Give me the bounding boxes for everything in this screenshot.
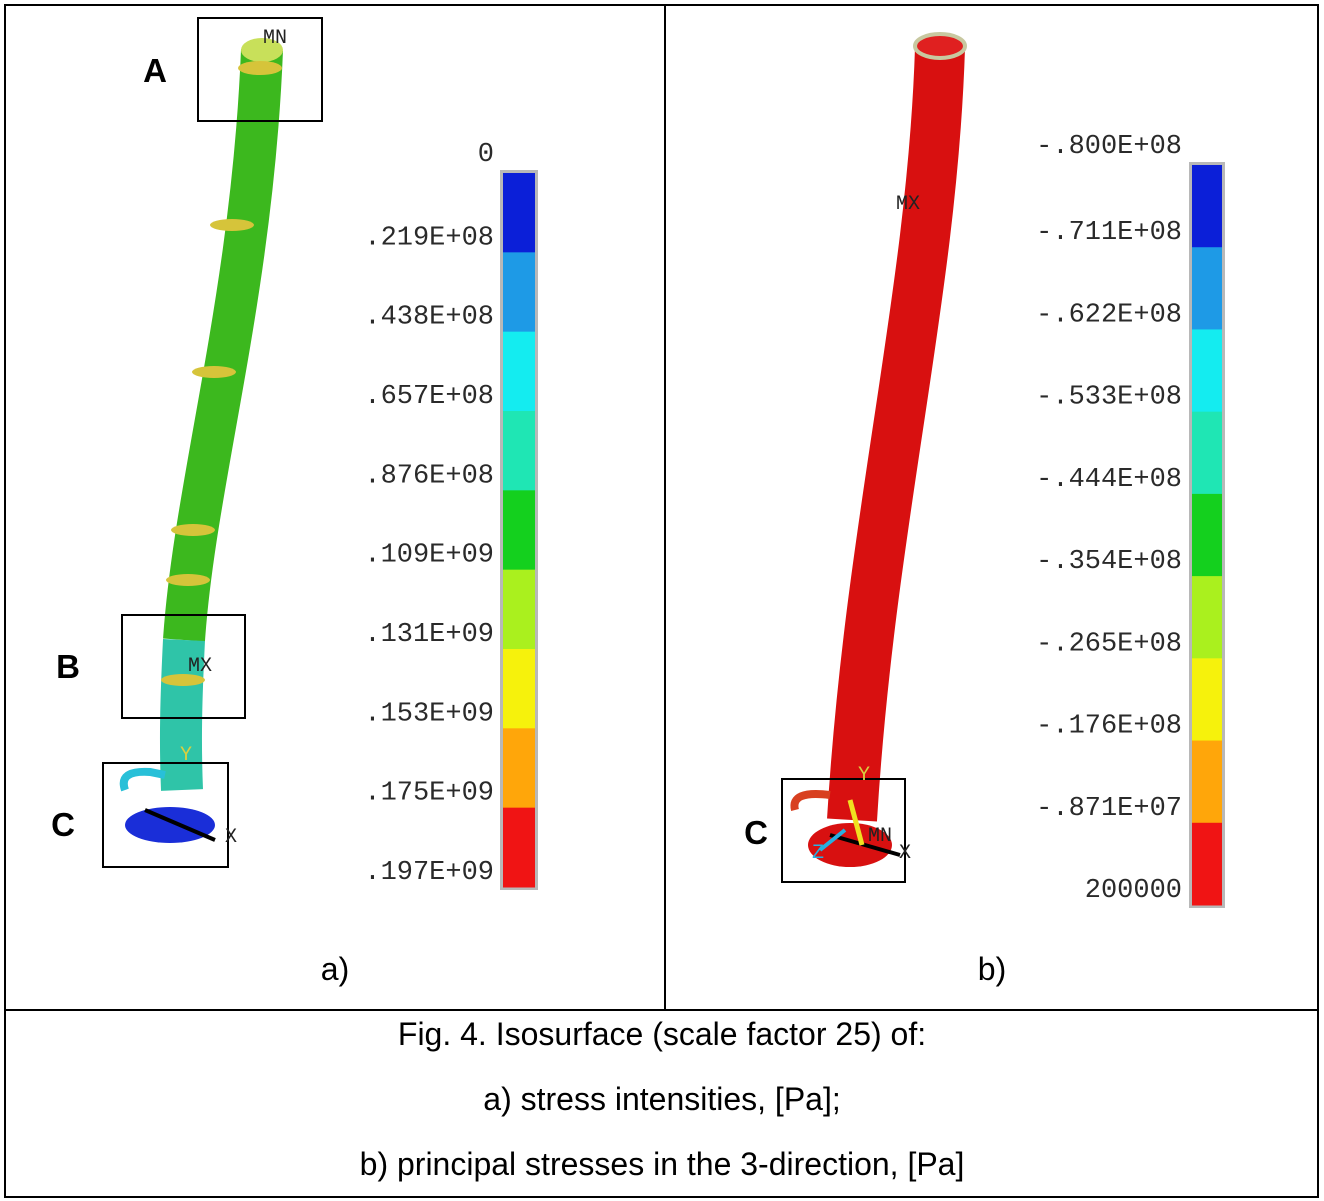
box-label: C <box>51 806 75 843</box>
legend-label: -.871E+07 <box>1036 794 1182 824</box>
marker: X <box>899 842 911 865</box>
detail-box <box>121 614 246 719</box>
marker: Z <box>812 842 824 865</box>
legend-label: -.533E+08 <box>1036 383 1182 413</box>
legend-label: .876E+08 <box>364 461 494 491</box>
caption-line: b) principal stresses in the 3-direction… <box>360 1146 965 1182</box>
legend-label: .197E+09 <box>364 858 494 888</box>
box-label: A <box>143 52 167 89</box>
legend-label: -.622E+08 <box>1036 300 1182 330</box>
legend-swatch <box>1192 740 1222 824</box>
legend-swatch <box>1192 493 1222 577</box>
box-label: C <box>744 814 768 851</box>
marker: X <box>225 826 237 849</box>
panel-label: b) <box>978 951 1006 987</box>
legend-label: .175E+09 <box>364 779 494 809</box>
legend-swatch <box>1192 411 1222 495</box>
model-a <box>119 38 283 843</box>
legend-label: .219E+08 <box>364 223 494 253</box>
detail-box <box>197 17 323 122</box>
legend-label: .153E+09 <box>364 699 494 729</box>
legend-swatch <box>503 173 535 253</box>
legend-swatch <box>503 728 535 809</box>
legend-swatch <box>503 490 535 571</box>
marker: Y <box>180 744 192 767</box>
legend-label: -.354E+08 <box>1036 547 1182 577</box>
legend-swatch <box>503 649 535 729</box>
legend-swatch <box>1192 247 1222 330</box>
box-label: B <box>56 648 80 685</box>
legend-label: .131E+09 <box>364 620 494 650</box>
legend-swatch <box>503 569 535 650</box>
legend-label: 0 <box>478 140 494 170</box>
caption-line: a) stress intensities, [Pa]; <box>483 1081 840 1117</box>
legend-label: .657E+08 <box>364 382 494 412</box>
detail-box <box>781 778 906 883</box>
legend-swatch <box>1192 329 1222 413</box>
legend-label: -.711E+08 <box>1036 218 1182 248</box>
model-b <box>790 32 967 867</box>
legend-label: -.265E+08 <box>1036 629 1182 659</box>
legend-label: -.800E+08 <box>1036 132 1182 162</box>
legend-swatch <box>503 252 535 333</box>
marker: MX <box>188 655 212 678</box>
legend-label: 200000 <box>1085 876 1182 906</box>
caption-line: Fig. 4. Isosurface (scale factor 25) of: <box>398 1016 926 1052</box>
panel-label: a) <box>321 951 349 987</box>
marker: MN <box>263 27 287 50</box>
legend-label: -.176E+08 <box>1036 712 1182 742</box>
legend-swatch <box>1192 822 1222 906</box>
legend-swatch <box>503 807 535 888</box>
legend-swatch <box>1192 658 1222 742</box>
legend-label: .438E+08 <box>364 303 494 333</box>
detail-box <box>102 762 229 868</box>
legend-swatch <box>1192 576 1222 659</box>
marker: MX <box>896 193 920 216</box>
legend-label: -.444E+08 <box>1036 465 1182 495</box>
marker: MN <box>868 825 892 848</box>
legend-label: .109E+09 <box>364 541 494 571</box>
legend-swatch <box>1192 165 1222 248</box>
legend-swatch <box>503 331 535 412</box>
legend-swatch <box>503 411 535 491</box>
frame <box>4 4 1319 1198</box>
marker: Y <box>858 764 870 787</box>
